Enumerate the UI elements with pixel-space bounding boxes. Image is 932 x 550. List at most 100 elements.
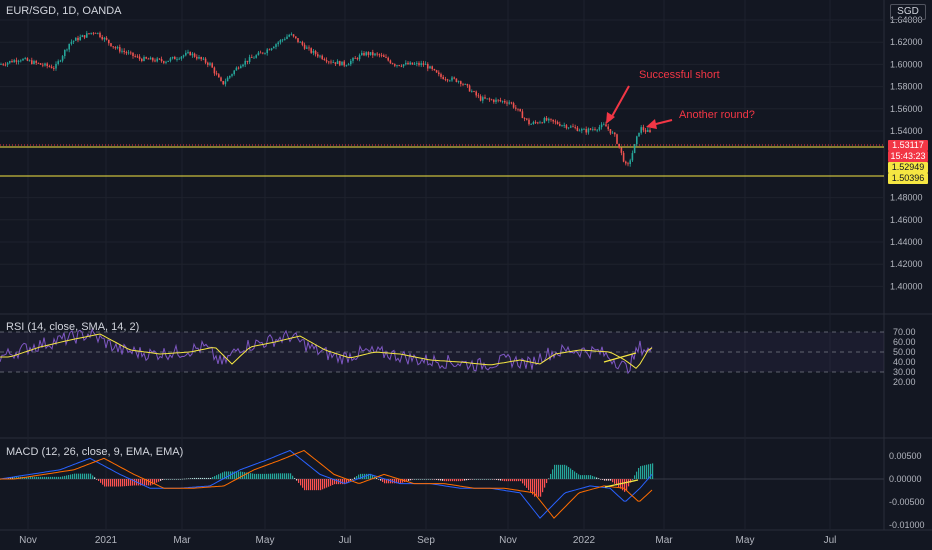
candle-body (0, 64, 2, 65)
currency-badge[interactable]: SGD (890, 4, 926, 20)
macd-label: -0.01000 (889, 520, 925, 530)
macd-histogram-bar (428, 479, 430, 480)
macd-histogram-bar (350, 479, 352, 481)
candle-body (343, 61, 345, 66)
candle-body (160, 59, 163, 62)
time-label: Jul (824, 535, 837, 546)
macd-histogram-bar (210, 477, 212, 479)
candle-body (88, 33, 90, 35)
price-candles[interactable] (0, 30, 651, 167)
candle-body (17, 60, 20, 62)
candle-body (600, 124, 603, 128)
macd-histogram-bar (594, 476, 596, 479)
candle-body (103, 37, 106, 40)
symbol-title[interactable]: EUR/SGD, 1D, OANDA (6, 5, 122, 17)
macd-histogram-bar (144, 479, 146, 486)
candle-body (226, 77, 229, 82)
time-label: 2021 (95, 535, 118, 546)
macd-histogram-bar (10, 477, 12, 479)
macd-histogram-bar (300, 479, 302, 486)
macd-histogram-bar (608, 479, 610, 481)
candle-body (440, 74, 442, 77)
candle-body (578, 130, 581, 132)
macd-histogram-bar (536, 479, 538, 497)
candle-body (81, 35, 84, 37)
macd-histogram-bar (576, 472, 578, 479)
candle-body (295, 36, 297, 39)
macd-histogram-bar (422, 479, 424, 480)
macd-histogram-bar (578, 474, 580, 479)
macd-histogram-bar (70, 474, 72, 479)
arrow-short (609, 85, 630, 121)
macd-histogram-bar (308, 479, 310, 491)
time-axis[interactable]: Nov 2021 Mar May Jul Sep Nov 2022 Mar May Jul (19, 535, 836, 546)
macd-pane[interactable] (0, 449, 884, 519)
macd-histogram-bar (376, 477, 378, 479)
level-upper-tag: 1.52949 (888, 162, 928, 173)
candle-body (347, 64, 350, 66)
candle-body (53, 68, 55, 69)
rsi-pane[interactable] (0, 328, 884, 375)
macd-histogram-bar (240, 471, 242, 479)
macd-histogram-bar (202, 477, 204, 479)
candle-body (466, 84, 469, 86)
macd-histogram-bar (462, 479, 464, 481)
macd-histogram-bar (284, 473, 286, 479)
candle-body (229, 75, 231, 78)
macd-histogram-bar (402, 479, 404, 483)
price-axis[interactable]: 1.64000 1.62000 1.60000 1.58000 1.56000 1.540… (889, 15, 925, 530)
annotation-another-round: Another round? (679, 109, 755, 121)
rsi-label: 30.00 (893, 367, 916, 377)
macd-histogram-bar (430, 479, 432, 480)
candle-body (477, 95, 480, 97)
macd-histogram-bar (158, 479, 160, 482)
macd-histogram-bar (456, 479, 458, 482)
macd-histogram-bar (588, 475, 590, 479)
candle-body (207, 62, 209, 65)
candle-body (86, 33, 88, 38)
macd-histogram-bar (626, 479, 628, 491)
macd-histogram-bar (414, 479, 416, 480)
candle-body (13, 60, 15, 63)
macd-histogram-bar (478, 479, 480, 480)
candle-body (306, 47, 308, 49)
candle-body (541, 122, 543, 124)
candle-body (563, 125, 565, 126)
macd-histogram-bar (234, 471, 236, 479)
candle-body (332, 62, 334, 64)
rsi-title[interactable]: RSI (14, close, SMA, 14, 2) (6, 321, 140, 333)
macd-histogram-bar (100, 479, 102, 483)
macd-histogram-bar (586, 475, 588, 479)
candle-body (220, 77, 222, 81)
candle-body (504, 101, 506, 103)
candle-body (468, 85, 471, 92)
time-label: Jul (339, 535, 352, 546)
candle-body (603, 124, 605, 126)
macd-histogram-bar (60, 476, 62, 479)
macd-histogram-bar (188, 478, 190, 479)
candle-body (380, 55, 383, 56)
macd-histogram-bar (294, 478, 296, 479)
candle-body (411, 62, 414, 65)
macd-histogram-bar (600, 479, 602, 480)
macd-histogram-bar (530, 479, 532, 493)
candle-body (46, 63, 48, 67)
candle-body (398, 65, 400, 66)
macd-histogram-bar (650, 463, 652, 479)
candle-body (594, 129, 596, 130)
macd-histogram-bar (130, 479, 132, 486)
candle-body (352, 57, 354, 61)
macd-histogram-bar (122, 479, 124, 487)
candle-body (248, 57, 251, 62)
macd-histogram-bar (618, 479, 620, 488)
candle-body (506, 102, 508, 104)
macd-histogram-bar (278, 473, 280, 479)
time-label: May (736, 535, 755, 546)
macd-histogram-bar (400, 479, 402, 484)
macd-histogram-bar (198, 477, 200, 479)
macd-title[interactable]: MACD (12, 26, close, 9, EMA, EMA) (6, 446, 184, 458)
candle-body (123, 50, 125, 53)
candle-body (605, 124, 607, 127)
candle-body (4, 64, 7, 66)
